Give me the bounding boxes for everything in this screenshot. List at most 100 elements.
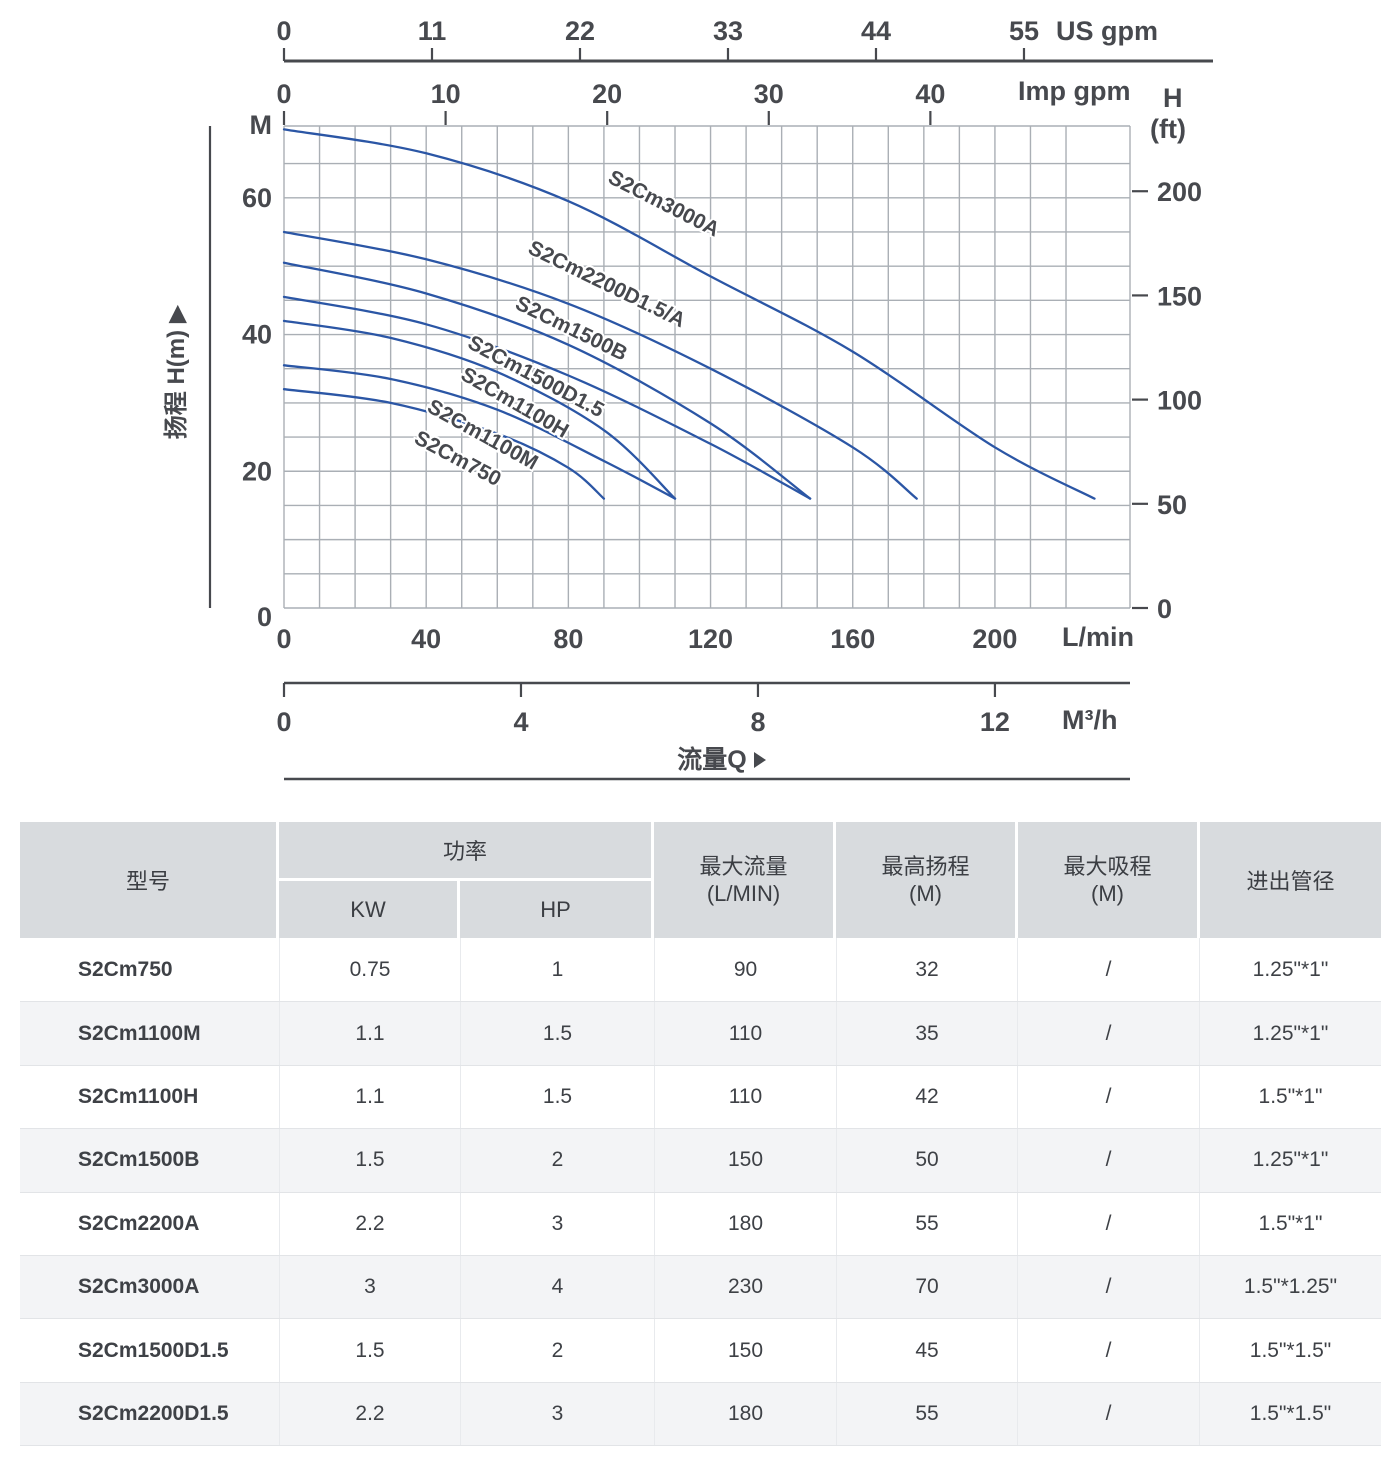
lmin-tick-label: 40 <box>411 624 441 654</box>
lmin-tick-label: 80 <box>553 624 583 654</box>
cell-hp: 1.5 <box>460 1065 654 1129</box>
max-suction-unit: (M) <box>1091 881 1124 906</box>
cell-kw: 0.75 <box>279 938 460 1002</box>
pump-curve-S2Cm2200D1.5/A <box>282 230 918 500</box>
cell-suction: / <box>1017 1065 1199 1129</box>
col-header-hp: HP <box>460 881 651 938</box>
x-axis-title: 流量Q <box>677 746 746 774</box>
table-row: S2Cm1500B 1.5 2 150 50 / 1.25"*1" <box>20 1128 1381 1192</box>
col-header-max-head: 最高扬程 (M) <box>836 822 1015 938</box>
m3h-axis-label: M³/h <box>1062 705 1117 735</box>
col-header-power: 功率 <box>279 822 651 878</box>
table-row: S2Cm2200A 2.2 3 180 55 / 1.5"*1" <box>20 1191 1381 1255</box>
m3h-tick-label: 12 <box>980 707 1010 737</box>
cell-hp: 1.5 <box>460 1002 654 1065</box>
cell-suction: / <box>1017 1382 1199 1446</box>
cell-model: S2Cm2200D1.5 <box>78 1401 229 1425</box>
cell-port: 1.25"*1" <box>1199 938 1381 1002</box>
cell-model: S2Cm750 <box>78 957 173 981</box>
curve-label-S2Cm3000A: S2Cm3000A <box>604 166 723 242</box>
pump-spec-table: 型号 功率 KW HP 最大流量 (L/MIN) 最高扬程 (M) 最大吸程 (… <box>20 822 1381 1447</box>
ft-tick-label: 200 <box>1157 177 1202 207</box>
ft-tick-label: 50 <box>1157 490 1187 520</box>
chart-grid <box>283 125 1131 609</box>
cell-head: 35 <box>836 1002 1017 1065</box>
spec-table-body: S2Cm750 0.75 1 90 32 / 1.25"*1" S2Cm1100… <box>20 938 1381 1447</box>
m3h-tick-label: 4 <box>513 707 528 737</box>
cell-port: 1.25"*1" <box>1199 1129 1381 1192</box>
col-header-kw: KW <box>279 881 457 938</box>
cell-port: 1.25"*1" <box>1199 1002 1381 1065</box>
cell-hp: 4 <box>460 1255 654 1319</box>
m-tick-label: 40 <box>242 320 272 350</box>
cell-kw: 1.5 <box>279 1319 460 1382</box>
table-row: S2Cm2200D1.5 2.2 3 180 55 / 1.5"*1.5" <box>20 1381 1381 1446</box>
pump-curve-S2Cm1100H <box>282 319 677 500</box>
table-row: S2Cm1100H 1.1 1.5 110 42 / 1.5"*1" <box>20 1064 1381 1129</box>
cell-hp: 1 <box>460 938 654 1002</box>
cell-flow: 110 <box>654 1065 836 1129</box>
ft-axis-label-h: H <box>1163 83 1183 113</box>
cell-model: S2Cm1500B <box>78 1148 200 1172</box>
lmin-tick-label: 200 <box>972 624 1017 654</box>
imp-gpm-tick-label: 20 <box>592 79 622 109</box>
ft-tick-label: 100 <box>1157 386 1202 416</box>
cell-kw: 3 <box>279 1255 460 1319</box>
cell-flow: 150 <box>654 1319 836 1382</box>
cell-head: 70 <box>836 1255 1017 1319</box>
cell-suction: / <box>1017 1319 1199 1382</box>
y-axis-title: 扬程 H(m) ▶ <box>163 304 190 439</box>
imp-gpm-axis-label: Imp gpm <box>1018 76 1131 106</box>
imp-gpm-tick-label: 40 <box>915 79 945 109</box>
cell-suction: / <box>1017 1002 1199 1065</box>
cell-port: 1.5"*1.25" <box>1199 1255 1381 1319</box>
cell-flow: 110 <box>654 1002 836 1065</box>
cell-model: S2Cm3000A <box>78 1275 200 1299</box>
col-header-port-size: 进出管径 <box>1200 822 1381 938</box>
us-gpm-tick-label: 55 <box>1009 16 1039 46</box>
cell-suction: / <box>1017 1255 1199 1319</box>
imp-gpm-tick-label: 30 <box>754 79 784 109</box>
ft-tick-label: 0 <box>1157 594 1172 624</box>
cell-flow: 180 <box>654 1382 836 1446</box>
cell-hp: 3 <box>460 1382 654 1446</box>
us-gpm-tick-label: 11 <box>418 16 447 46</box>
cell-model: S2Cm2200A <box>78 1211 200 1235</box>
cell-kw: 1.1 <box>279 1002 460 1065</box>
cell-port: 1.5"*1" <box>1199 1065 1381 1129</box>
max-head-unit: (M) <box>909 881 942 906</box>
ft-axis-label-ft: (ft) <box>1150 114 1186 144</box>
col-header-max-flow: 最大流量 (L/MIN) <box>654 822 833 938</box>
pump-performance-chart: 0 11 22 33 44 55 US gpm 0 10 20 30 40 Imp gpm H (ft) 0 5… <box>163 16 1213 781</box>
cell-flow: 230 <box>654 1255 836 1319</box>
pump-curve-S2Cm1500D1.5 <box>282 295 812 500</box>
table-row: S2Cm1500D1.5 1.5 2 150 45 / 1.5"*1.5" <box>20 1318 1381 1382</box>
m-axis-unit-label: M <box>250 110 273 140</box>
us-gpm-axis-label: US gpm <box>1056 16 1158 46</box>
pump-curves <box>282 128 1096 500</box>
imp-gpm-tick-label: 10 <box>431 79 461 109</box>
m3h-tick-label: 0 <box>276 707 291 737</box>
cell-kw: 2.2 <box>279 1382 460 1446</box>
cell-head: 32 <box>836 938 1017 1002</box>
cell-port: 1.5"*1.5" <box>1199 1382 1381 1446</box>
lmin-tick-label: 0 <box>276 624 291 654</box>
pump-curve-S2Cm750 <box>282 388 606 500</box>
imp-gpm-tick-label: 0 <box>276 79 291 109</box>
lmin-axis-label: L/min <box>1062 622 1134 652</box>
us-gpm-tick-label: 33 <box>713 16 743 46</box>
max-head-label: 最高扬程 <box>881 853 970 879</box>
m-tick-label: 0 <box>257 602 272 632</box>
cell-hp: 2 <box>460 1319 654 1382</box>
m3h-tick-label: 8 <box>750 707 765 737</box>
max-flow-unit: (L/MIN) <box>706 881 781 906</box>
cell-flow: 90 <box>654 938 836 1002</box>
pump-curve-S2Cm1500B <box>282 261 812 500</box>
x-axis-arrow-icon <box>754 752 766 768</box>
cell-kw: 1.5 <box>279 1129 460 1192</box>
us-gpm-tick-label: 44 <box>861 16 891 46</box>
m-tick-label: 60 <box>242 183 272 213</box>
cell-suction: / <box>1017 938 1199 1002</box>
cell-flow: 150 <box>654 1129 836 1192</box>
